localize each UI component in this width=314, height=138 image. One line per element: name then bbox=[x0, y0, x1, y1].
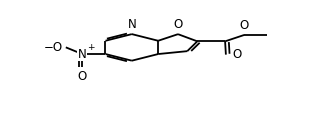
Text: −O: −O bbox=[44, 41, 63, 54]
Text: N: N bbox=[78, 47, 87, 61]
Text: +: + bbox=[87, 43, 95, 52]
Text: O: O bbox=[240, 19, 249, 32]
Text: O: O bbox=[78, 70, 87, 83]
Text: N: N bbox=[127, 18, 136, 31]
Text: O: O bbox=[173, 18, 183, 31]
Text: O: O bbox=[232, 48, 242, 61]
